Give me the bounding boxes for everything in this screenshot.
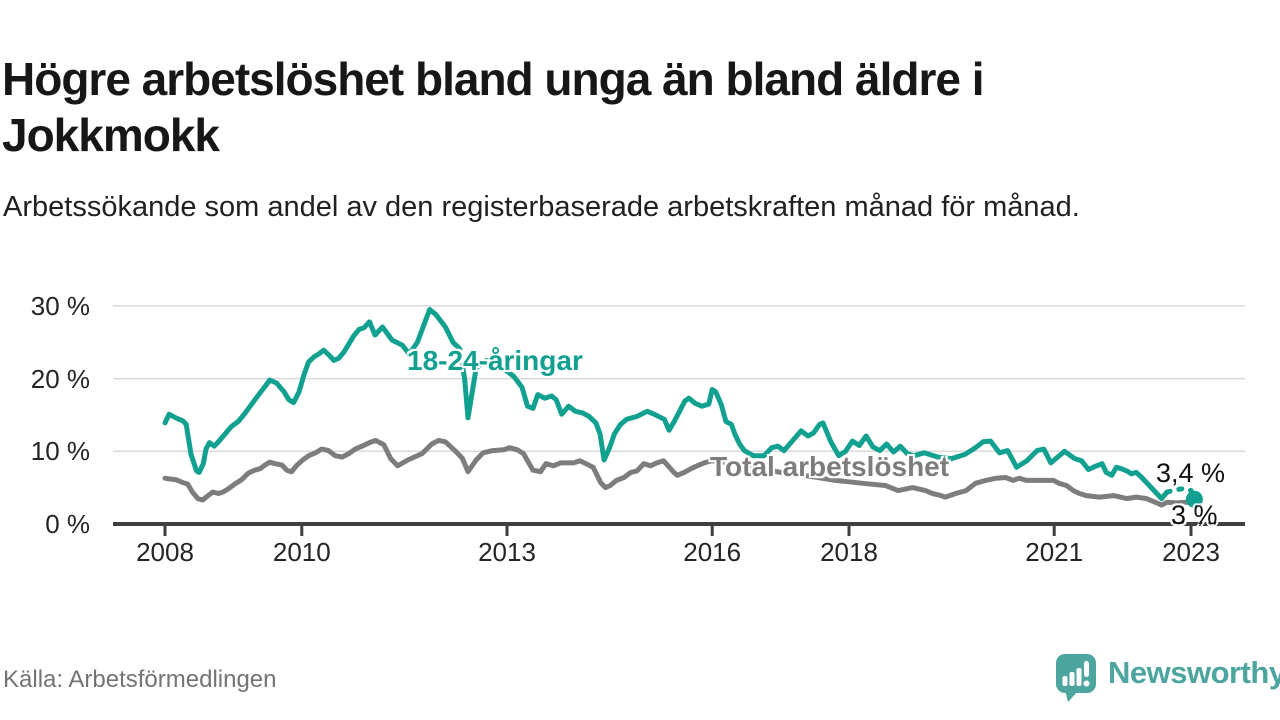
- series-label-youth: 18-24-åringar: [407, 345, 583, 376]
- x-axis-tick-label: 2021: [1025, 537, 1084, 567]
- x-axis-tick-label: 2013: [478, 537, 536, 567]
- newsworthy-logo: Newsworthy: [1054, 652, 1280, 704]
- y-axis-tick-label: 10 %: [30, 436, 90, 467]
- page-title: Högre arbetslöshet bland unga än bland ä…: [2, 52, 985, 161]
- newsworthy-logo-text: Newsworthy: [1108, 655, 1280, 690]
- end-value-label-youth: 3,4 %: [1156, 458, 1226, 488]
- x-axis-tick-label: 2016: [683, 537, 742, 567]
- x-axis-tick-label: 2008: [136, 537, 194, 567]
- y-axis-tick-label: 0 %: [45, 509, 90, 539]
- series-label-total: Total arbetslöshet: [710, 451, 950, 482]
- y-axis-tick-label: 30 %: [30, 290, 90, 321]
- end-value-label-total: 3 %: [1171, 500, 1218, 530]
- x-axis-tick-label: 2018: [820, 537, 878, 567]
- y-axis-tick-label: 20 %: [30, 363, 90, 394]
- source-attribution: Källa: Arbetsförmedlingen: [3, 666, 277, 693]
- x-axis-tick-label: 2010: [272, 537, 331, 567]
- page-subtitle: Arbetssökande som andel av den registerb…: [3, 191, 1080, 223]
- x-axis-tick-label: 2023: [1162, 537, 1220, 567]
- newsworthy-speech-bubble-chart-icon: [1056, 654, 1096, 702]
